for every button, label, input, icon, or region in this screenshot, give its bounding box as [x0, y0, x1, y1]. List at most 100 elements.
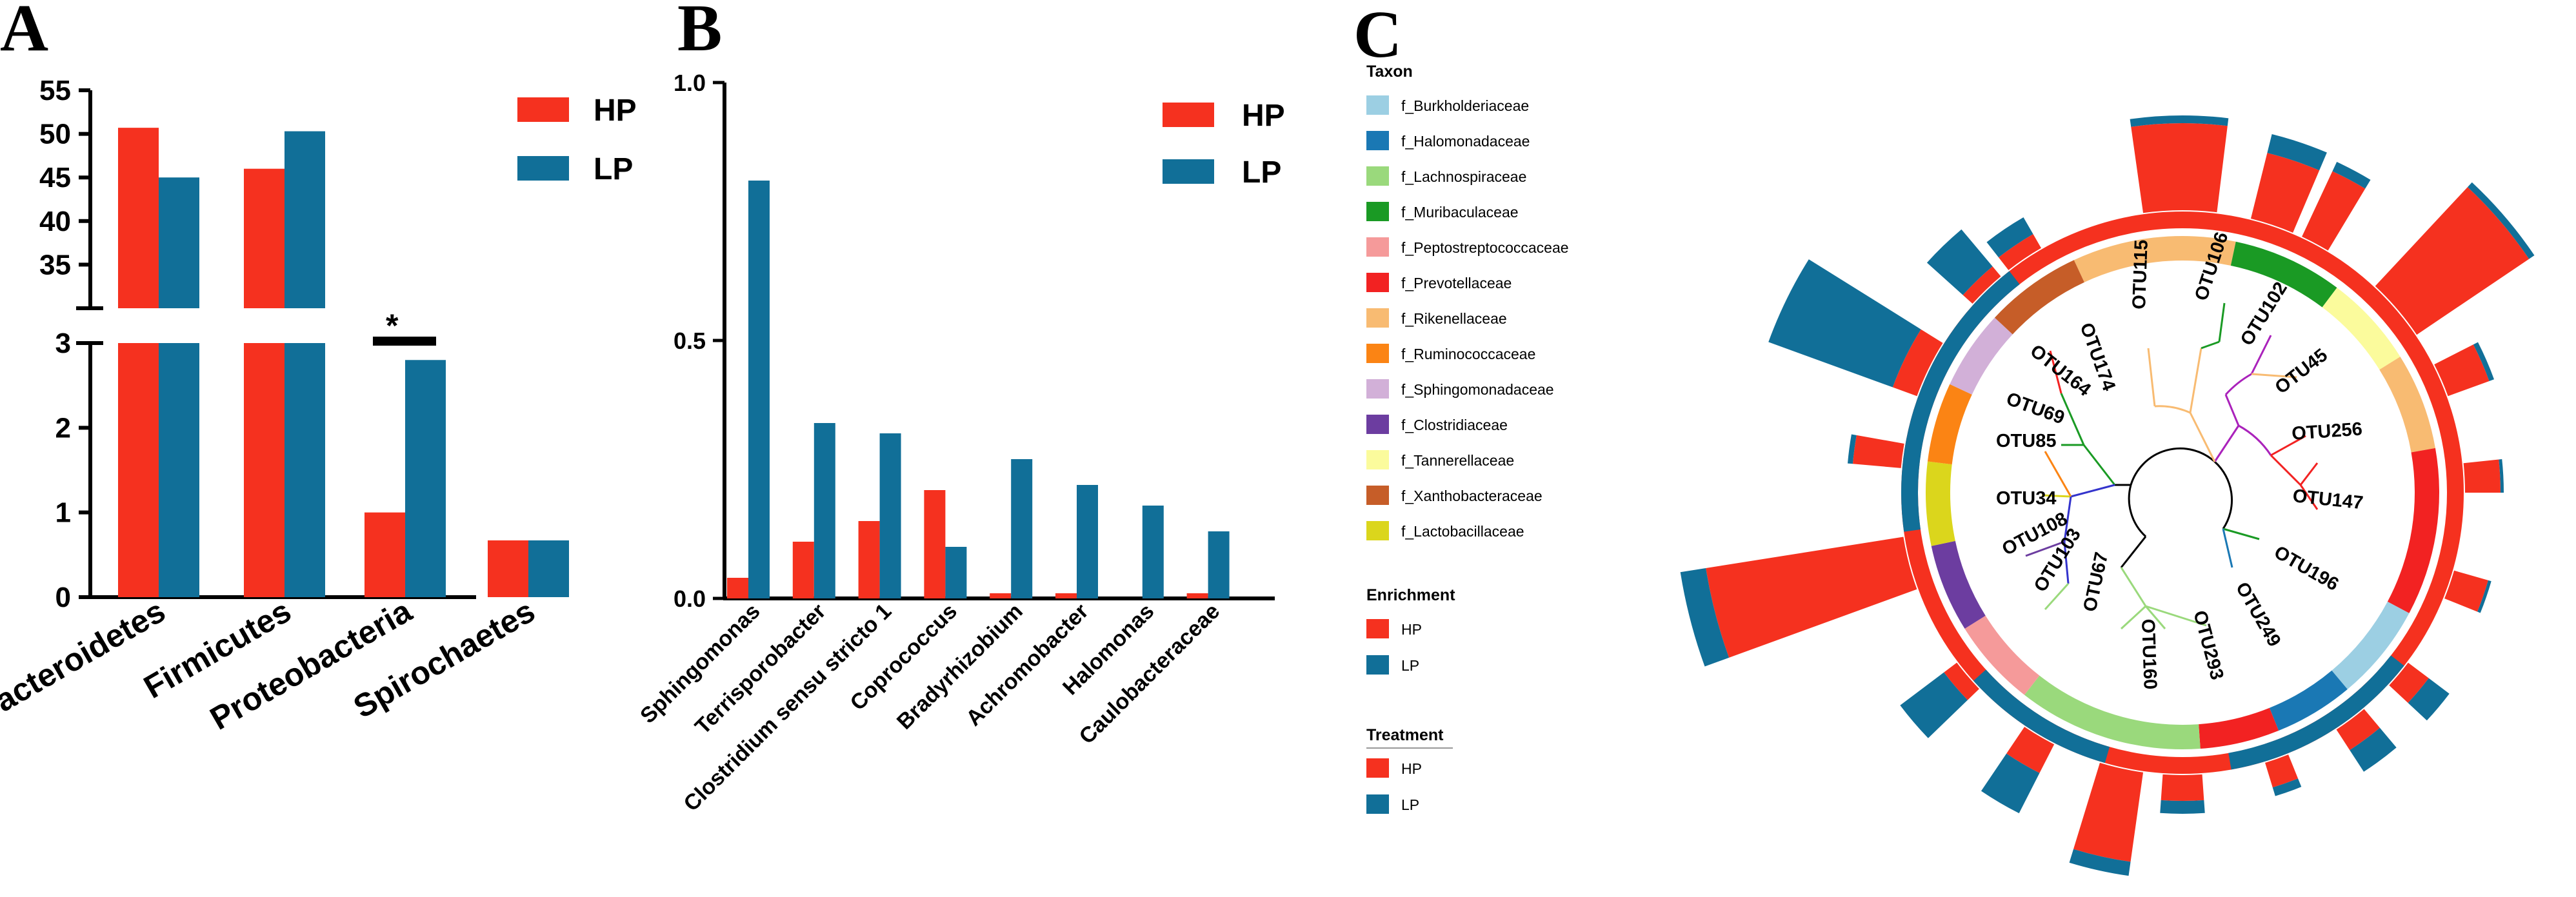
abundance-bar-lp — [1768, 259, 1921, 388]
panel-c-label: C — [1353, 0, 1402, 72]
otu-label-otu45: OTU45 — [2271, 345, 2331, 399]
taxon-swatch-f_muribaculaceae — [1366, 202, 1389, 221]
taxon-swatch-f_lachnospiraceae — [1366, 166, 1389, 186]
taxon-ring-segment-f_ruminococcaceae — [1927, 384, 1972, 465]
tree-branch — [2041, 494, 2072, 498]
taxon-swatch-f_prevotellaceae — [1366, 273, 1389, 292]
panel-a-bar-lp-spirochaetes — [528, 540, 569, 597]
tree-branch — [2130, 447, 2216, 486]
taxon-ring-segment-f_burkholderiaceae — [2331, 602, 2410, 689]
panel-a-legend-lp-label: LP — [594, 152, 633, 186]
abundance-bar-lp — [2477, 580, 2491, 613]
tree-branch — [2251, 373, 2297, 379]
panel-a-category-label: Bacteroidetes — [0, 593, 172, 731]
tree-branch — [2224, 373, 2252, 396]
otu-label-otu160: OTU160 — [2137, 618, 2161, 690]
panel-a-axis-break — [76, 306, 103, 345]
taxon-swatch-f_xanthobacteraceae — [1366, 486, 1389, 505]
taxon-ring-segment-f_tannerellaceae — [2322, 288, 2401, 370]
tree-branch — [2222, 527, 2260, 540]
otu-label-otu147: OTU147 — [2291, 486, 2364, 513]
taxon-ring — [1926, 235, 2439, 749]
panel-a-upper-tick-label: 50 — [39, 119, 71, 150]
enrichment-hp-label: HP — [1401, 621, 1422, 638]
taxon-label-f_clostridiaceae: f_Clostridiaceae — [1401, 417, 1508, 433]
panel-a-upper-tick-label: 35 — [39, 249, 71, 281]
abundance-bar-lp — [1847, 434, 1857, 464]
treatment-ring-lp-segment — [2228, 655, 2404, 770]
panel-b-legend-hp-swatch — [1163, 103, 1214, 127]
tree-branch — [2120, 605, 2147, 630]
panel-b-legend-lp-label: LP — [1242, 155, 1281, 190]
taxon-ring-segment-f_peptostreptococcaceae — [1964, 615, 2040, 695]
tree-branch — [2063, 496, 2072, 542]
otu-label-otu115: OTU115 — [2129, 239, 2152, 310]
tree-branch — [2270, 435, 2306, 457]
taxon-ring-segment-f_prevotellaceae — [2387, 448, 2439, 613]
abundance-bar-hp — [2444, 570, 2488, 612]
tree-branch — [2213, 460, 2233, 529]
otu-label-otu249: OTU249 — [2232, 579, 2285, 651]
panel-a-category-labels: BacteroidetesFirmicutesProteobacteriaSpi… — [0, 592, 541, 736]
taxon-ring-segment-f_lachnospiraceae — [2024, 675, 2201, 749]
taxon-label-f_lactobacillaceae: f_Lactobacillaceae — [1401, 523, 1524, 540]
treatment-lp-swatch — [1366, 794, 1389, 814]
panel-a-upper-tick-label: 40 — [39, 206, 71, 237]
taxon-legend-title: Taxon — [1366, 63, 1413, 81]
taxon-swatch-f_tannerellaceae — [1366, 450, 1389, 469]
enrichment-lp-swatch — [1366, 655, 1389, 675]
otu-label-otu102: OTU102 — [2237, 279, 2291, 350]
panel-b-label: B — [677, 0, 722, 65]
tree-branch — [2128, 484, 2147, 538]
abundance-bar-hp — [1892, 329, 1943, 397]
taxon-label-f_prevotellaceae: f_Prevotellaceae — [1401, 275, 1512, 291]
taxon-swatch-f_burkholderiaceae — [1366, 95, 1389, 115]
abundance-bar-hp — [2131, 123, 2228, 213]
taxon-ring-segment-f_xanthobacteraceae — [1994, 260, 2084, 335]
abundance-bar-hp — [2302, 171, 2366, 251]
panel-b-bar-lp-halomonas — [1142, 506, 1164, 598]
panel-b-y-axis-ticks: 0.0 0.5 1.0 — [674, 70, 724, 612]
panel-a-bar-lp-proteobacteria — [405, 360, 446, 597]
abundance-bar-hp — [1706, 537, 1917, 658]
taxon-label-f_lachnospiraceae: f_Lachnospiraceae — [1401, 168, 1526, 185]
panel-b-legend-hp-label: HP — [1242, 99, 1285, 133]
tree-branch — [2025, 540, 2065, 557]
taxon-label-f_halomonadaceae: f_Halomonadaceae — [1401, 133, 1530, 150]
panel-b-bar-lp-caulobacteraceae — [1208, 531, 1230, 598]
tree-branch — [2189, 348, 2202, 413]
tree-branch — [2250, 335, 2272, 375]
panel-a-lower-tick-label: 0 — [55, 582, 71, 613]
tree-branch — [2044, 451, 2072, 497]
abundance-bar-hp — [2161, 774, 2204, 801]
abundance-bar-hp — [2375, 187, 2530, 335]
abundance-bar-lp — [2473, 342, 2495, 381]
tree-branch — [2224, 394, 2240, 426]
otu-label-otu85: OTU85 — [1996, 431, 2056, 451]
abundance-bar-lp — [1900, 672, 1968, 738]
phylogenetic-tree — [2025, 302, 2319, 630]
panel-a-lower-tick-label: 2 — [55, 412, 71, 444]
taxon-swatch-f_lactobacillaceae — [1366, 521, 1389, 540]
abundance-bar-lp — [2267, 134, 2327, 171]
panel-b-category-label: Sphingomonas — [635, 599, 765, 729]
significance-star: * — [386, 308, 399, 344]
abundance-bars-ring — [1680, 115, 2535, 876]
otu-label-otu69: OTU69 — [2004, 389, 2068, 429]
panel-a-bar-hp-spirochaetes — [488, 540, 528, 597]
treatment-ring — [1901, 271, 2404, 770]
abundance-bar-lp — [2350, 727, 2397, 772]
tree-branch — [2299, 462, 2319, 486]
tree-branch — [2213, 425, 2240, 462]
treatment-ring-lp-segment — [1901, 271, 2020, 532]
significance-bar — [373, 337, 436, 346]
otu-label-otu67: OTU67 — [2080, 550, 2113, 613]
panel-b-bar-lp-coprococcus — [945, 547, 967, 598]
taxon-label-f_ruminococcaceae: f_Ruminococcaceae — [1401, 346, 1535, 362]
tree-branch — [2082, 444, 2116, 486]
otu-label-otu293: OTU293 — [2189, 609, 2227, 682]
abundance-bar-hp — [2336, 709, 2380, 751]
abundance-bar-lp — [2160, 800, 2205, 814]
panel-a-bar-hp-firmicutes-lower — [244, 343, 285, 597]
tree-branch — [2270, 454, 2302, 486]
